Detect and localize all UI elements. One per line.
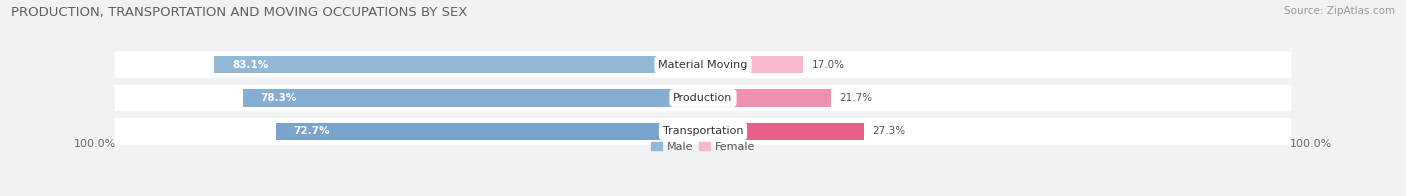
Text: 78.3%: 78.3% [260,93,297,103]
Bar [214,56,703,73]
Text: Source: ZipAtlas.com: Source: ZipAtlas.com [1284,6,1395,16]
Text: Production: Production [673,93,733,103]
Text: PRODUCTION, TRANSPORTATION AND MOVING OCCUPATIONS BY SEX: PRODUCTION, TRANSPORTATION AND MOVING OC… [11,6,468,19]
Bar [703,89,831,107]
Bar [703,123,863,140]
Text: Material Moving: Material Moving [658,60,748,70]
Text: 83.1%: 83.1% [232,60,269,70]
Text: 27.3%: 27.3% [872,126,905,136]
Text: 21.7%: 21.7% [839,93,873,103]
Bar [276,123,703,140]
Bar [703,56,803,73]
Text: 72.7%: 72.7% [294,126,329,136]
Bar [243,89,703,107]
FancyBboxPatch shape [115,85,1291,111]
Text: Transportation: Transportation [662,126,744,136]
Text: 17.0%: 17.0% [811,60,845,70]
FancyBboxPatch shape [115,118,1291,145]
Text: 100.0%: 100.0% [75,139,117,149]
Legend: Male, Female: Male, Female [647,137,759,156]
Text: 100.0%: 100.0% [1289,139,1331,149]
FancyBboxPatch shape [115,51,1291,78]
